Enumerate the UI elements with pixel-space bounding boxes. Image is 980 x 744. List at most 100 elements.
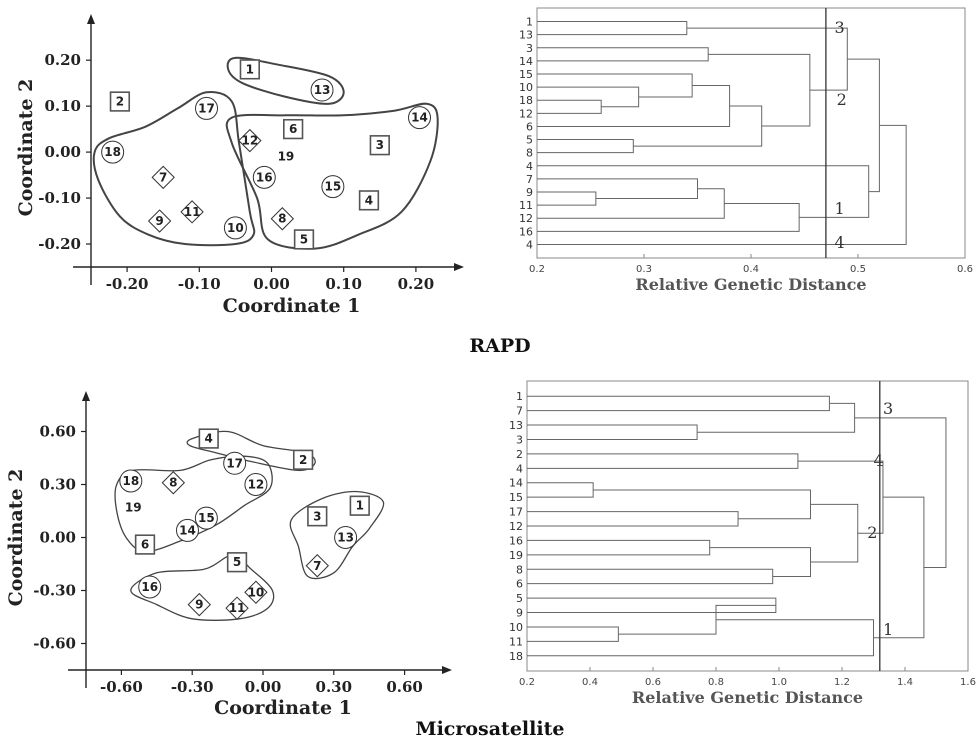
y-tick-label: -0.30	[33, 582, 76, 600]
point-label: 3	[313, 509, 321, 523]
point-marker-diamond	[180, 200, 204, 224]
point-15: 15	[194, 506, 218, 530]
point-marker-circle	[195, 96, 219, 120]
point-marker-circle	[194, 506, 218, 530]
leaf-label: 10	[509, 621, 523, 634]
point-12: 12	[238, 128, 262, 153]
point-label: 15	[198, 511, 215, 525]
point-marker-diamond	[305, 554, 329, 578]
point-label: 16	[256, 170, 273, 184]
point-3: 3	[369, 135, 390, 156]
leaf-label: 3	[526, 42, 533, 55]
point-marker-circle	[175, 518, 199, 542]
leaf-label: 18	[519, 94, 533, 107]
dendrogram-link	[708, 53, 811, 127]
dendrogram-link	[527, 482, 594, 498]
leaf-label: 12	[519, 212, 533, 225]
point-marker-square	[293, 229, 315, 250]
point-marker-circle	[101, 140, 125, 164]
point-6: 6	[134, 534, 156, 555]
dendrogram-link	[537, 99, 602, 114]
cluster-outline-3	[289, 490, 385, 580]
point-label: 7	[313, 559, 321, 573]
leaf-label: 5	[526, 134, 533, 147]
point-label: 8	[278, 212, 286, 226]
point-marker-circle	[334, 526, 358, 549]
leaf-label: 14	[509, 477, 523, 490]
leaf-label: 8	[526, 147, 533, 160]
dendrogram-link	[527, 619, 874, 657]
dendrogram-link	[537, 47, 709, 62]
dendrogram-link	[709, 547, 811, 577]
point-marker-square	[307, 506, 328, 527]
leaf-label: 11	[519, 199, 533, 212]
point-label: 1	[356, 499, 364, 513]
cluster-label: 1	[834, 199, 844, 218]
point-8: 8	[161, 471, 186, 495]
leaf-label: 16	[509, 534, 523, 547]
dendrogram-link	[527, 395, 830, 412]
leaf-label: 15	[519, 68, 533, 81]
cluster-outline-4	[130, 554, 275, 621]
point-label: 9	[195, 598, 203, 612]
point-label: 17	[226, 456, 243, 470]
point-10: 10	[223, 216, 247, 240]
point-marker-diamond	[161, 471, 186, 495]
point-19: 19	[278, 150, 295, 164]
microsatellite-pcoa-plot: -0.60 -0.30 0.00 0.30 0.60 0.60 0.30 0.00 -0.30 -…	[5, 391, 452, 719]
leaf-label: 15	[509, 491, 523, 504]
point-1: 1	[239, 59, 260, 80]
cluster-outline-2	[92, 91, 256, 247]
dendrogram-frame	[536, 7, 966, 259]
point-marker-diamond	[147, 209, 172, 233]
leaf-label: 18	[509, 650, 523, 663]
dendrogram-link	[537, 202, 800, 232]
cluster-label: 4	[874, 451, 884, 470]
point-label: 14	[179, 523, 196, 537]
leaf-label: 10	[519, 81, 533, 94]
leaf-label: 3	[516, 433, 523, 446]
x-tick-label: 0.30	[316, 678, 353, 696]
x-tick-label: 0.3	[636, 264, 652, 275]
point-4: 4	[198, 428, 219, 449]
dendrogram-link	[873, 496, 925, 639]
leaf-label: 4	[516, 462, 523, 475]
point-1: 1	[349, 495, 370, 516]
point-marker-diamond	[270, 207, 295, 231]
dendrogram-link	[686, 27, 848, 91]
point-13: 13	[310, 78, 334, 102]
point-9: 9	[187, 592, 211, 617]
point-7: 7	[305, 554, 329, 578]
leaf-label: 12	[519, 107, 533, 120]
point-marker-diamond	[151, 165, 175, 190]
point-marker-circle	[244, 473, 268, 496]
point-label: 11	[184, 205, 201, 219]
leaf-label: 6	[516, 578, 523, 591]
point-label: 2	[299, 453, 307, 467]
leaf-label: 8	[516, 563, 523, 576]
cluster-outline-3	[225, 102, 439, 250]
y-axis-label: Coordinate 2	[5, 469, 27, 607]
cluster-outline-2	[114, 455, 273, 553]
point-label: 12	[248, 478, 265, 492]
leaf-label: 1	[516, 390, 523, 403]
y-axis-label: Coordinate 2	[15, 79, 37, 217]
dendrogram-link	[537, 84, 731, 127]
point-8: 8	[270, 207, 295, 231]
x-tick-label: -0.30	[171, 678, 214, 696]
point-label: 5	[300, 232, 308, 246]
leaf-label: 16	[519, 225, 533, 238]
dendrogram-link	[527, 539, 711, 556]
point-marker-square	[358, 190, 380, 211]
x-tick-label: 1.2	[834, 677, 850, 688]
point-label: 18	[104, 145, 121, 159]
point-marker-square	[369, 135, 390, 156]
x-tick-label: 0.60	[386, 678, 423, 696]
point-label: 1	[246, 62, 254, 76]
point-label: 18	[122, 474, 139, 488]
dendrogram-link	[537, 73, 693, 98]
point-marker-diamond	[244, 580, 268, 604]
point-label: 8	[169, 476, 177, 490]
point-19: 19	[125, 500, 142, 514]
